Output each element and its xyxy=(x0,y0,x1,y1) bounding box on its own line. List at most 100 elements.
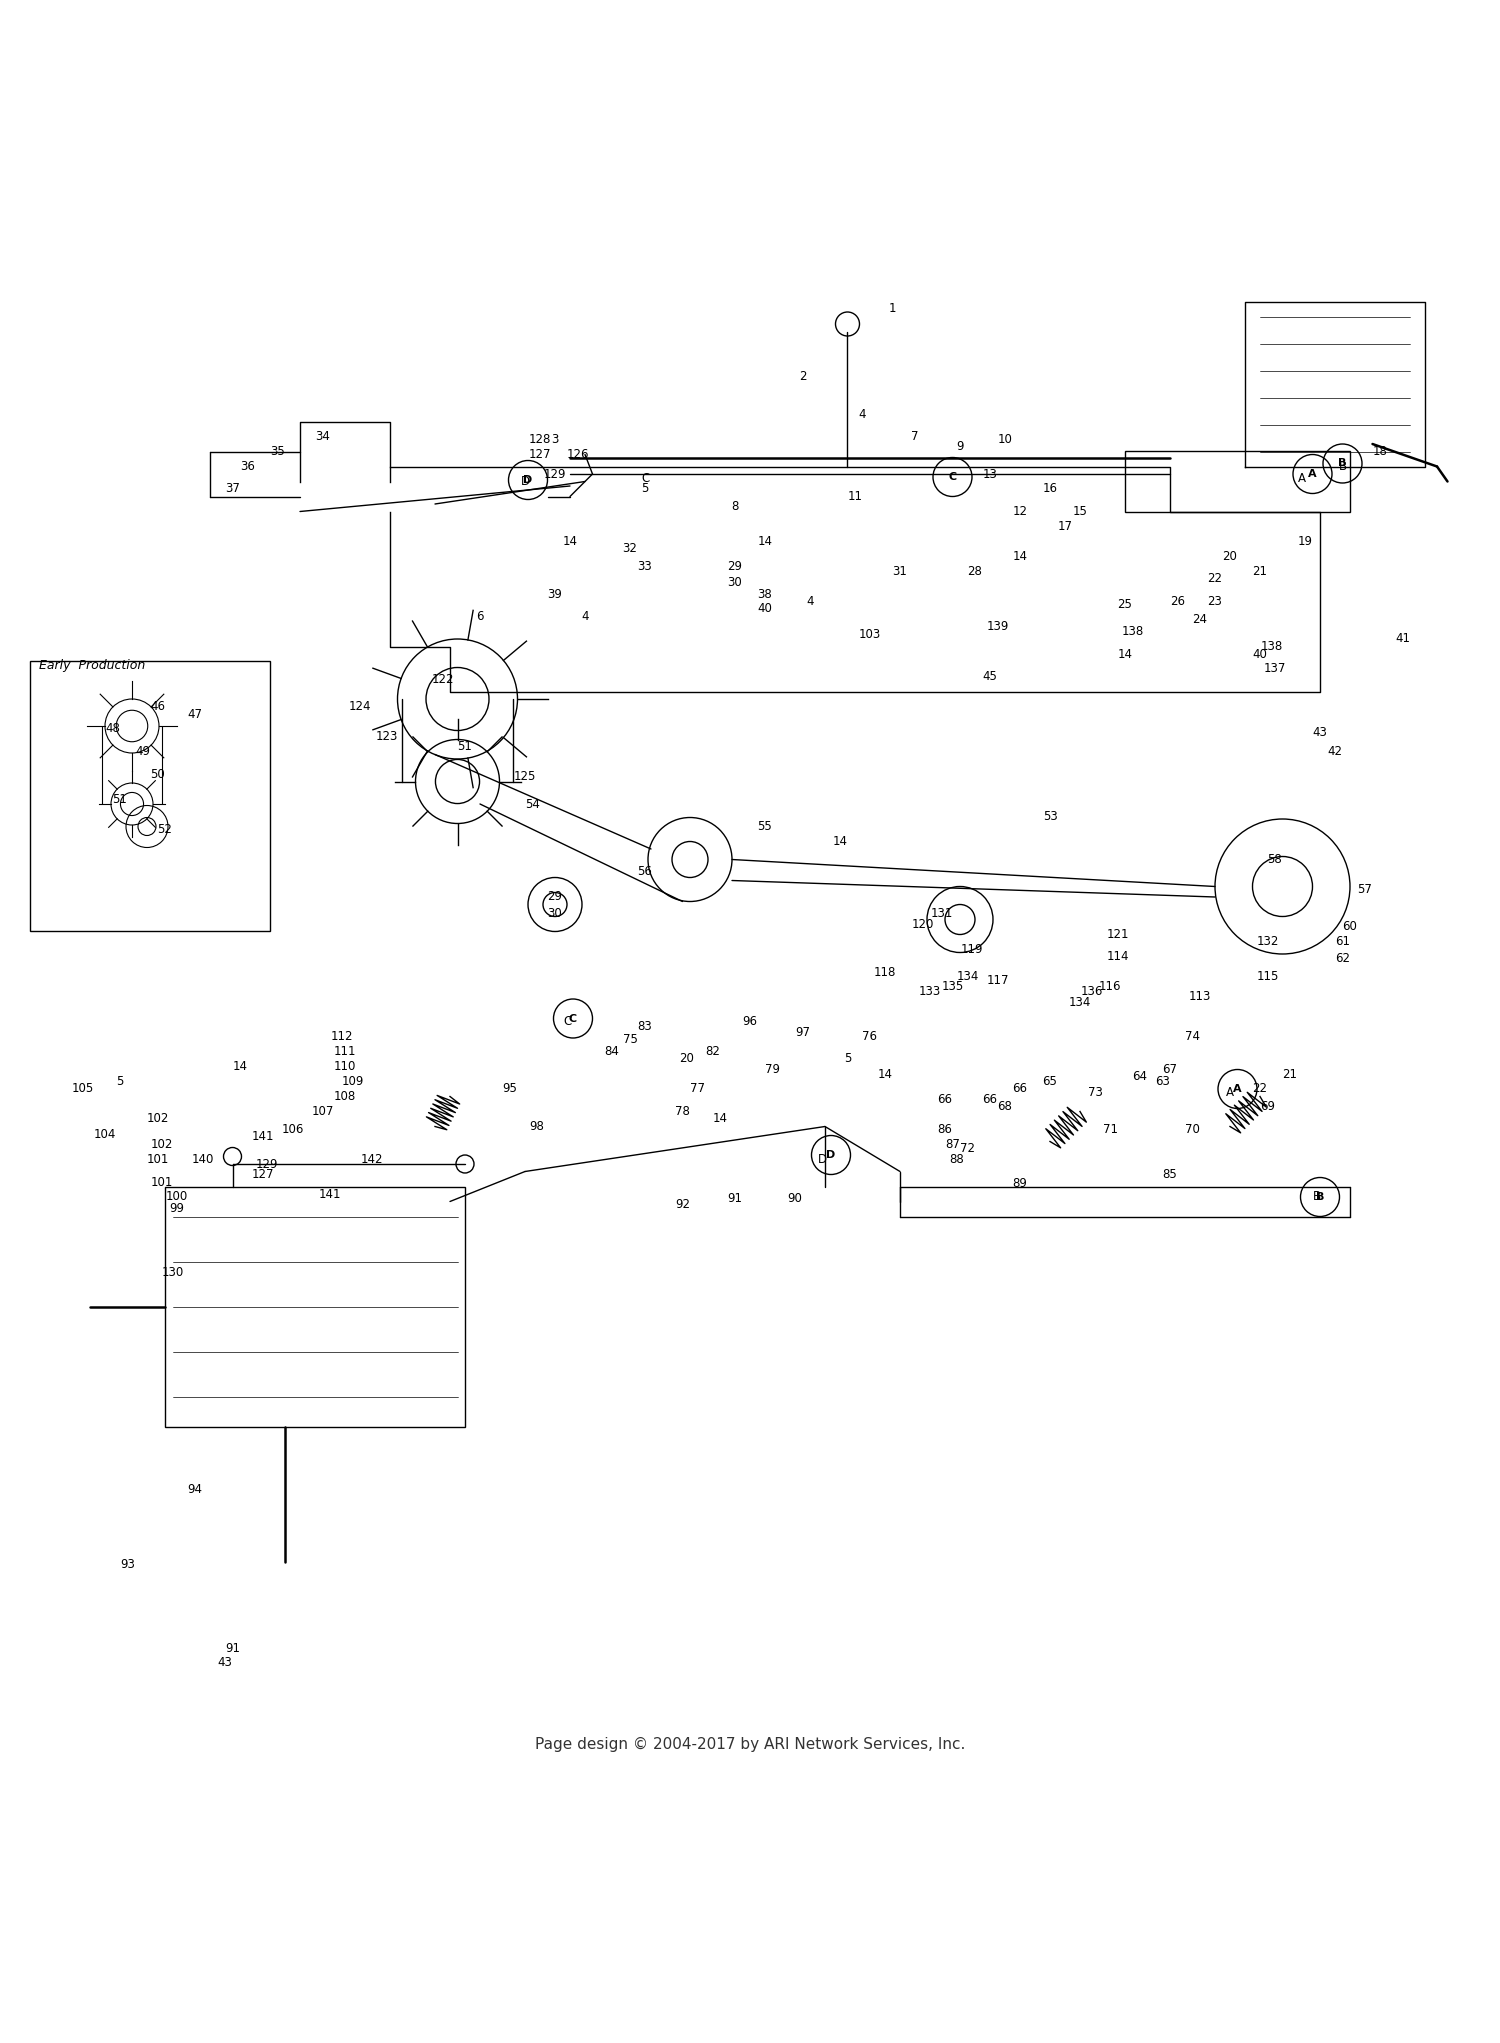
Text: 107: 107 xyxy=(312,1105,333,1118)
Text: 17: 17 xyxy=(1058,521,1072,533)
Text: 9: 9 xyxy=(957,441,963,454)
Text: A: A xyxy=(1233,1085,1242,1093)
Text: 26: 26 xyxy=(1170,595,1185,609)
Text: 131: 131 xyxy=(932,907,952,919)
Text: 14: 14 xyxy=(758,535,772,548)
Text: 8: 8 xyxy=(732,501,738,513)
Text: 135: 135 xyxy=(942,981,963,993)
Text: 129: 129 xyxy=(255,1158,279,1171)
Text: 113: 113 xyxy=(1190,989,1210,1003)
Text: B: B xyxy=(1338,460,1347,474)
Text: 38: 38 xyxy=(758,588,772,601)
Text: 5: 5 xyxy=(642,482,648,496)
Text: 132: 132 xyxy=(1257,936,1278,948)
Text: 14: 14 xyxy=(878,1068,892,1081)
Text: 45: 45 xyxy=(982,670,998,682)
Text: 140: 140 xyxy=(192,1152,213,1167)
Text: 84: 84 xyxy=(604,1046,619,1058)
Text: 31: 31 xyxy=(892,566,908,578)
Text: 102: 102 xyxy=(152,1138,172,1150)
Text: 5: 5 xyxy=(117,1075,123,1089)
Text: 29: 29 xyxy=(728,560,742,574)
Text: 141: 141 xyxy=(251,1130,273,1144)
Text: 21: 21 xyxy=(1282,1068,1298,1081)
Text: 70: 70 xyxy=(1185,1124,1200,1136)
Text: 69: 69 xyxy=(1260,1101,1275,1113)
Text: 65: 65 xyxy=(1042,1075,1058,1089)
Text: 34: 34 xyxy=(315,429,330,443)
Text: 82: 82 xyxy=(705,1046,720,1058)
Text: 49: 49 xyxy=(135,746,150,758)
Text: 142: 142 xyxy=(360,1152,384,1167)
Text: 108: 108 xyxy=(334,1091,356,1103)
Text: 89: 89 xyxy=(1013,1177,1028,1189)
Text: B: B xyxy=(1338,458,1347,468)
Text: 74: 74 xyxy=(1185,1030,1200,1044)
Text: A: A xyxy=(1298,472,1306,484)
Text: 13: 13 xyxy=(982,468,998,480)
Text: 110: 110 xyxy=(334,1060,356,1073)
Text: 79: 79 xyxy=(765,1062,780,1077)
Text: 30: 30 xyxy=(548,907,562,919)
Text: 33: 33 xyxy=(638,560,652,574)
Text: 93: 93 xyxy=(120,1559,135,1571)
Text: 23: 23 xyxy=(1208,595,1222,609)
Text: 114: 114 xyxy=(1106,950,1128,964)
Text: C: C xyxy=(948,472,957,482)
Text: 51: 51 xyxy=(458,740,472,754)
Text: 101: 101 xyxy=(147,1152,168,1167)
Text: 71: 71 xyxy=(1102,1124,1118,1136)
Text: 15: 15 xyxy=(1072,505,1088,519)
Text: 127: 127 xyxy=(251,1169,273,1181)
Text: 39: 39 xyxy=(548,588,562,601)
Text: 128: 128 xyxy=(530,433,550,445)
Text: D: D xyxy=(818,1152,827,1167)
Text: 55: 55 xyxy=(758,819,772,834)
Text: 54: 54 xyxy=(525,797,540,811)
Text: A: A xyxy=(1308,470,1317,478)
Text: 103: 103 xyxy=(859,627,880,642)
Text: 32: 32 xyxy=(622,543,638,556)
Text: 106: 106 xyxy=(282,1124,303,1136)
Text: 138: 138 xyxy=(1262,639,1282,654)
Text: 72: 72 xyxy=(960,1142,975,1156)
Text: 67: 67 xyxy=(1162,1062,1178,1077)
Text: 97: 97 xyxy=(795,1026,810,1038)
Text: 57: 57 xyxy=(1358,883,1372,897)
Text: 96: 96 xyxy=(742,1015,758,1028)
Text: 64: 64 xyxy=(1132,1071,1148,1083)
Text: 28: 28 xyxy=(968,566,982,578)
Text: C: C xyxy=(562,1015,572,1028)
Text: 83: 83 xyxy=(638,1019,652,1032)
Text: 136: 136 xyxy=(1082,985,1102,997)
Text: 94: 94 xyxy=(188,1483,202,1495)
Text: 35: 35 xyxy=(270,445,285,458)
Text: 76: 76 xyxy=(862,1030,877,1044)
Text: 66: 66 xyxy=(1013,1083,1028,1095)
Text: A: A xyxy=(1226,1085,1234,1099)
Text: 2: 2 xyxy=(798,370,807,382)
Text: 11: 11 xyxy=(847,490,862,503)
Text: 88: 88 xyxy=(950,1152,964,1167)
Text: 16: 16 xyxy=(1042,482,1058,496)
Text: 24: 24 xyxy=(1192,613,1208,625)
Text: 127: 127 xyxy=(528,447,552,462)
Text: 20: 20 xyxy=(680,1052,694,1066)
Text: 100: 100 xyxy=(166,1191,188,1203)
Text: 125: 125 xyxy=(514,770,535,785)
Text: 95: 95 xyxy=(503,1083,518,1095)
Text: 99: 99 xyxy=(170,1203,184,1216)
Text: 29: 29 xyxy=(548,891,562,903)
Text: 134: 134 xyxy=(957,970,978,983)
Text: 12: 12 xyxy=(1013,505,1028,519)
Text: 73: 73 xyxy=(1088,1085,1102,1099)
Text: 61: 61 xyxy=(1335,936,1350,948)
Text: 87: 87 xyxy=(945,1138,960,1150)
Text: 85: 85 xyxy=(1162,1169,1178,1181)
Text: 56: 56 xyxy=(638,864,652,878)
Text: 20: 20 xyxy=(1222,550,1238,564)
Text: D: D xyxy=(827,1150,836,1160)
Text: 60: 60 xyxy=(1342,921,1358,934)
Text: 14: 14 xyxy=(833,836,848,848)
Text: 30: 30 xyxy=(728,576,742,588)
